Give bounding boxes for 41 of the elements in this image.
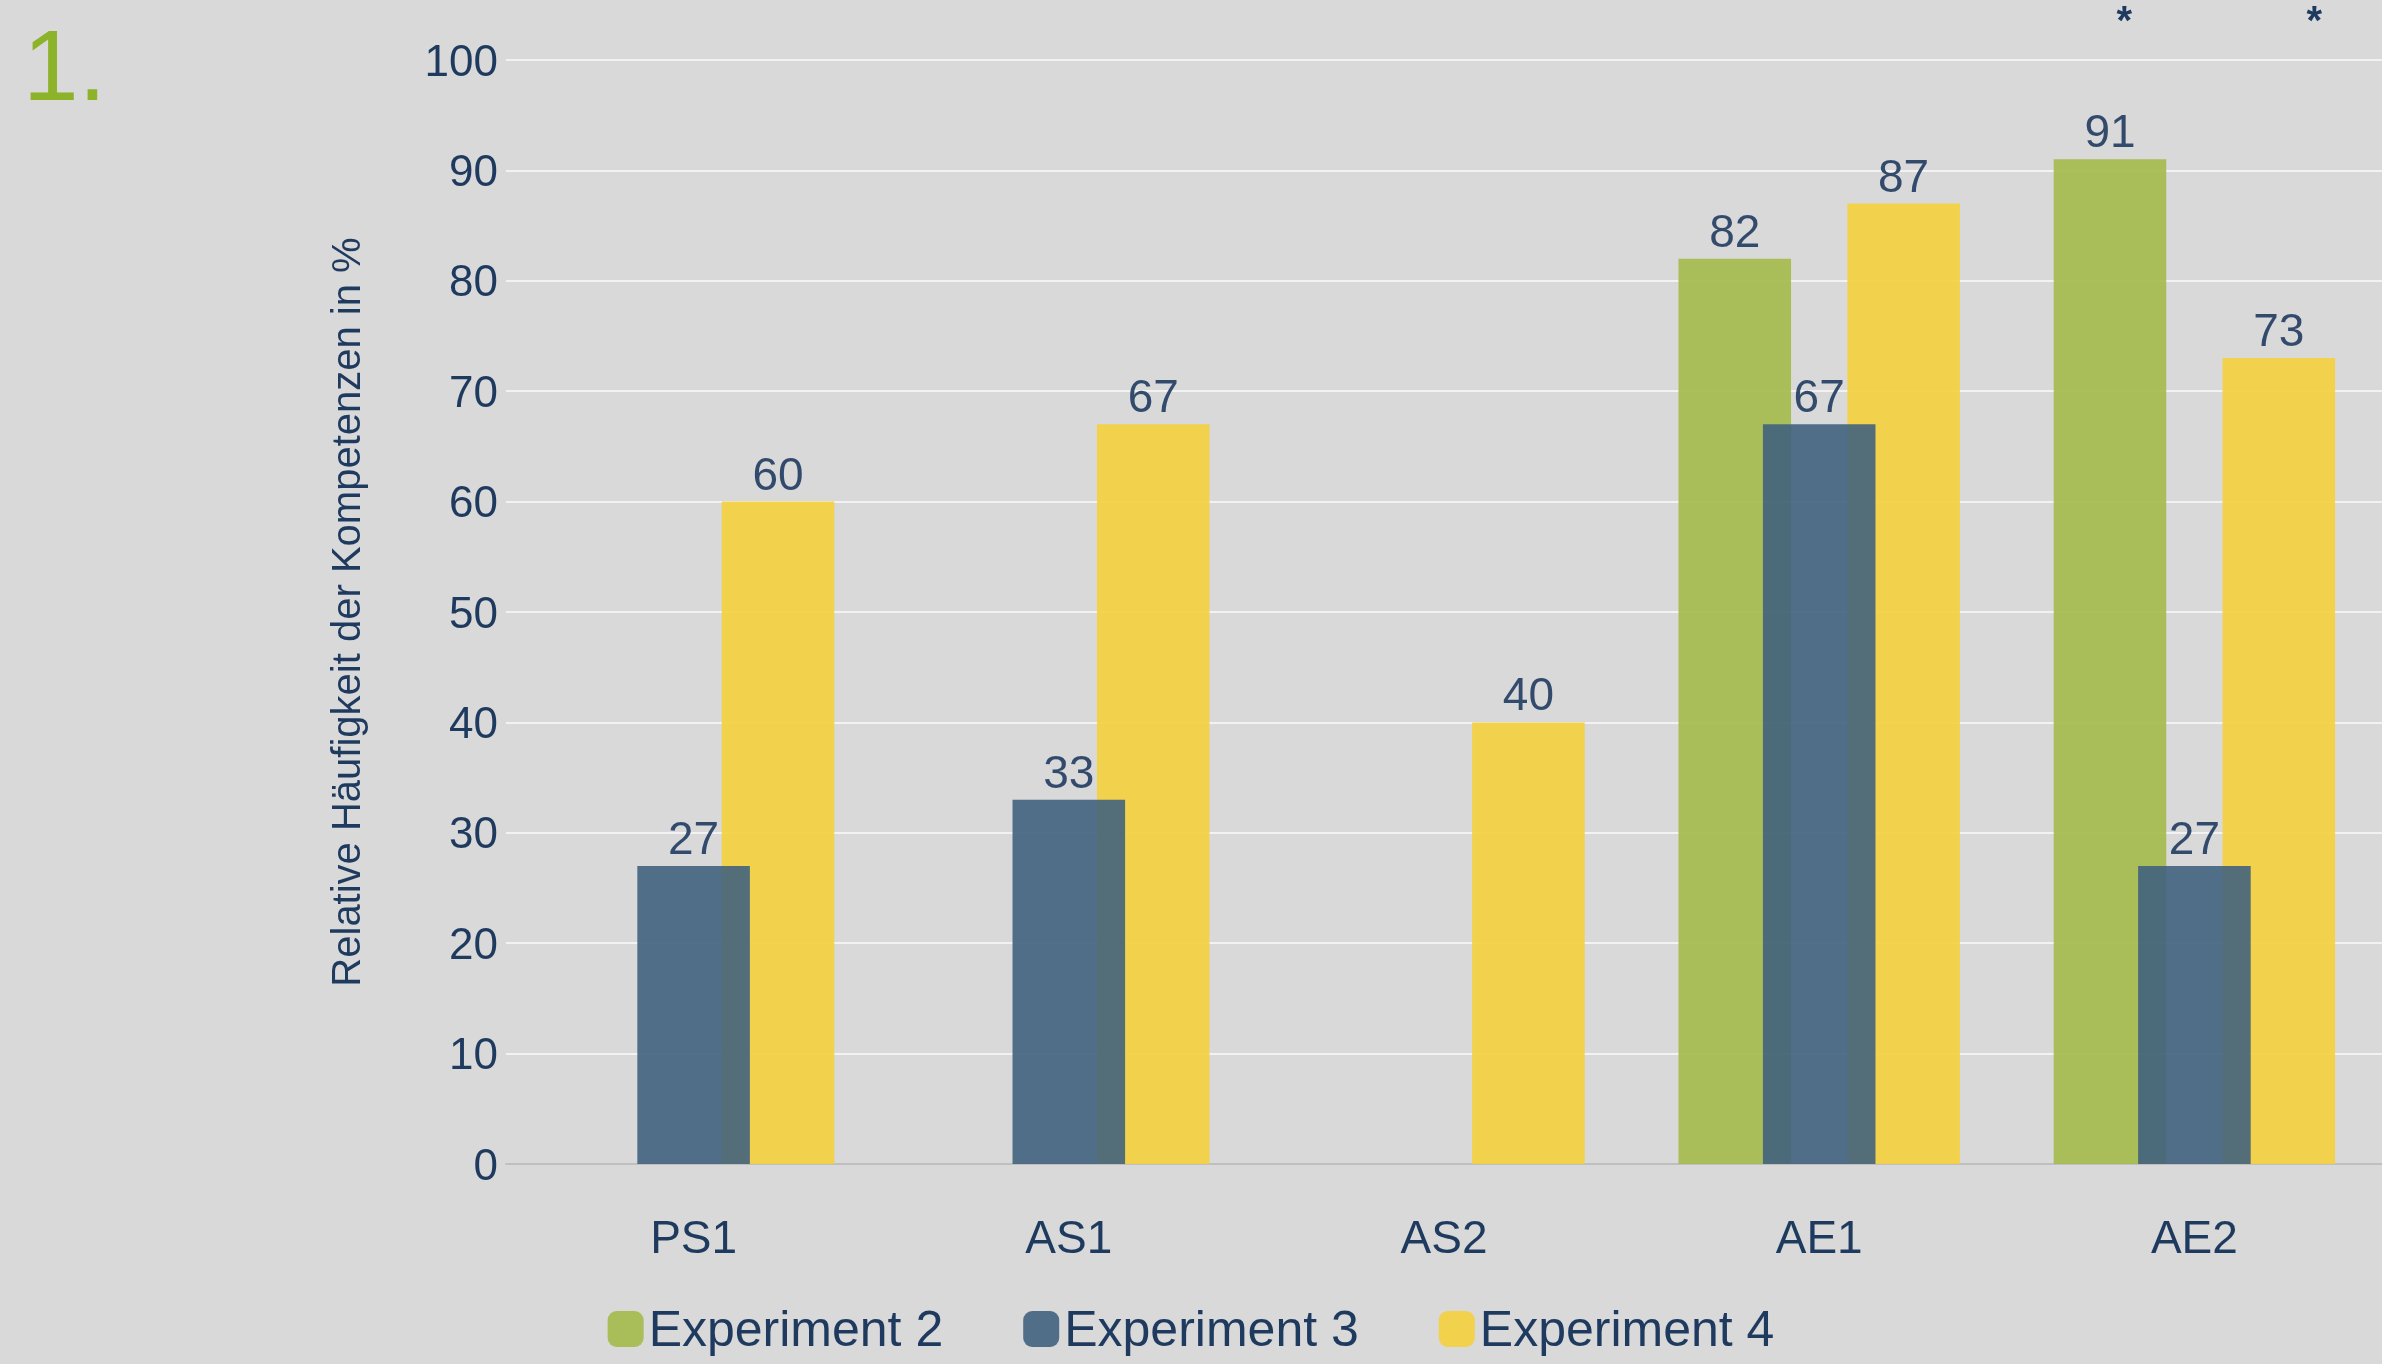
legend-label: Experiment 4 — [1479, 1301, 1775, 1357]
text: * — [2116, 0, 2133, 42]
data-label: 40 — [1502, 668, 1555, 721]
y-tick-label: 70 — [449, 366, 498, 416]
y-tick-label: 80 — [449, 256, 498, 306]
bar — [1012, 799, 1126, 1164]
bar — [1472, 722, 1585, 1164]
data-label: 33 — [1043, 745, 1095, 798]
x-tick-label: AS1 — [1025, 1211, 1113, 1263]
data-label: 73 — [2253, 304, 2305, 357]
y-tick-label: 0 — [473, 1139, 498, 1189]
y-tick-label: 50 — [449, 587, 498, 637]
y-tick-label: 20 — [449, 918, 498, 968]
text: * — [2306, 0, 2323, 42]
data-label: 91 — [2084, 105, 2136, 158]
y-tick-label: 40 — [449, 697, 498, 747]
legend-label: Experiment 3 — [1064, 1301, 1359, 1357]
data-label: 27 — [668, 811, 720, 864]
bar — [637, 865, 750, 1164]
y-axis-title: Relative Häufigkeit der Kompetenzen in % — [324, 237, 368, 987]
y-tick-label: 30 — [449, 808, 498, 858]
data-label: 82 — [1709, 204, 1761, 257]
y-tick-label: 90 — [449, 145, 498, 195]
legend-label: Experiment 2 — [648, 1301, 944, 1357]
chart-title: 1. — [23, 9, 107, 121]
y-tick-label: 100 — [424, 35, 498, 85]
data-label: 60 — [752, 447, 804, 500]
x-tick-label: AE2 — [2150, 1211, 2238, 1263]
bar — [2053, 159, 2167, 1164]
data-label: 27 — [2168, 811, 2220, 864]
bar — [2222, 358, 2336, 1164]
data-label: 67 — [1127, 370, 1179, 423]
bar — [2138, 865, 2251, 1164]
data-label: 67 — [1793, 370, 1845, 423]
x-tick-label: AS2 — [1400, 1211, 1488, 1263]
y-tick-label: 60 — [449, 477, 498, 527]
bar — [1762, 424, 1876, 1164]
x-tick-label: PS1 — [650, 1211, 738, 1263]
x-tick-label: AE1 — [1775, 1211, 1863, 1263]
data-label: 87 — [1878, 149, 1930, 202]
y-tick-label: 10 — [449, 1029, 498, 1079]
